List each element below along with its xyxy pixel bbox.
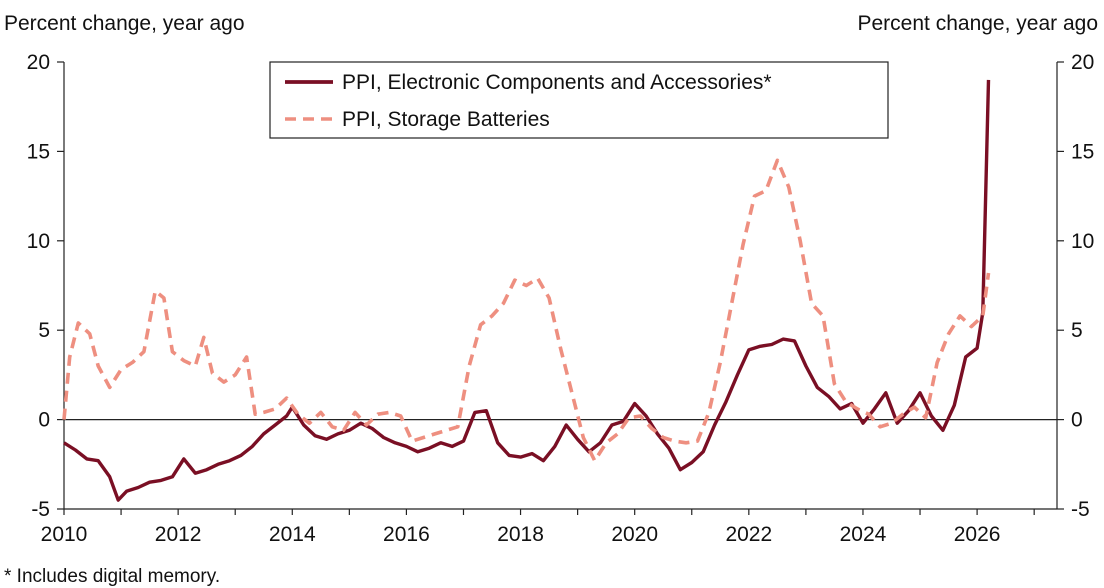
left-axis-title: Percent change, year ago xyxy=(4,12,245,35)
y-tick-label-left: -5 xyxy=(31,498,50,521)
x-tick-label: 2018 xyxy=(497,523,544,546)
x-tick-label: 2022 xyxy=(725,523,772,546)
y-tick-label-right: 0 xyxy=(1071,409,1083,432)
y-tick-label-left: 5 xyxy=(38,319,50,342)
y-tick-label-left: 0 xyxy=(38,409,50,432)
legend: PPI, Electronic Components and Accessori… xyxy=(269,61,889,139)
series-line-electronic-components xyxy=(63,79,991,502)
x-tick-label: 2014 xyxy=(269,523,316,546)
x-tick-label: 2020 xyxy=(611,523,658,546)
y-tick-label-right: 20 xyxy=(1071,51,1094,74)
x-tick-label: 2012 xyxy=(155,523,202,546)
legend-box xyxy=(269,61,889,139)
legend-label-storage-batteries: PPI, Storage Batteries xyxy=(342,108,550,131)
x-tick-label: 2024 xyxy=(840,523,887,546)
y-tick-label-right: -5 xyxy=(1071,498,1090,521)
x-tick-label: 2010 xyxy=(41,523,88,546)
y-tick-label-left: 20 xyxy=(27,51,50,74)
y-tick-label-left: 10 xyxy=(27,230,50,253)
x-tick-label: 2016 xyxy=(383,523,430,546)
y-tick-label-right: 10 xyxy=(1071,230,1094,253)
series-line-storage-batteries xyxy=(62,158,991,463)
y-tick-label-left: 15 xyxy=(27,140,50,163)
series-layer xyxy=(62,79,991,502)
right-axis-title: Percent change, year ago xyxy=(858,12,1099,35)
legend-label-electronic-components: PPI, Electronic Components and Accessori… xyxy=(342,71,772,94)
x-tick-label: 2026 xyxy=(954,523,1001,546)
y-tick-label-right: 5 xyxy=(1071,319,1083,342)
y-tick-label-right: 15 xyxy=(1071,140,1094,163)
footnote: * Includes digital memory. xyxy=(4,566,220,587)
